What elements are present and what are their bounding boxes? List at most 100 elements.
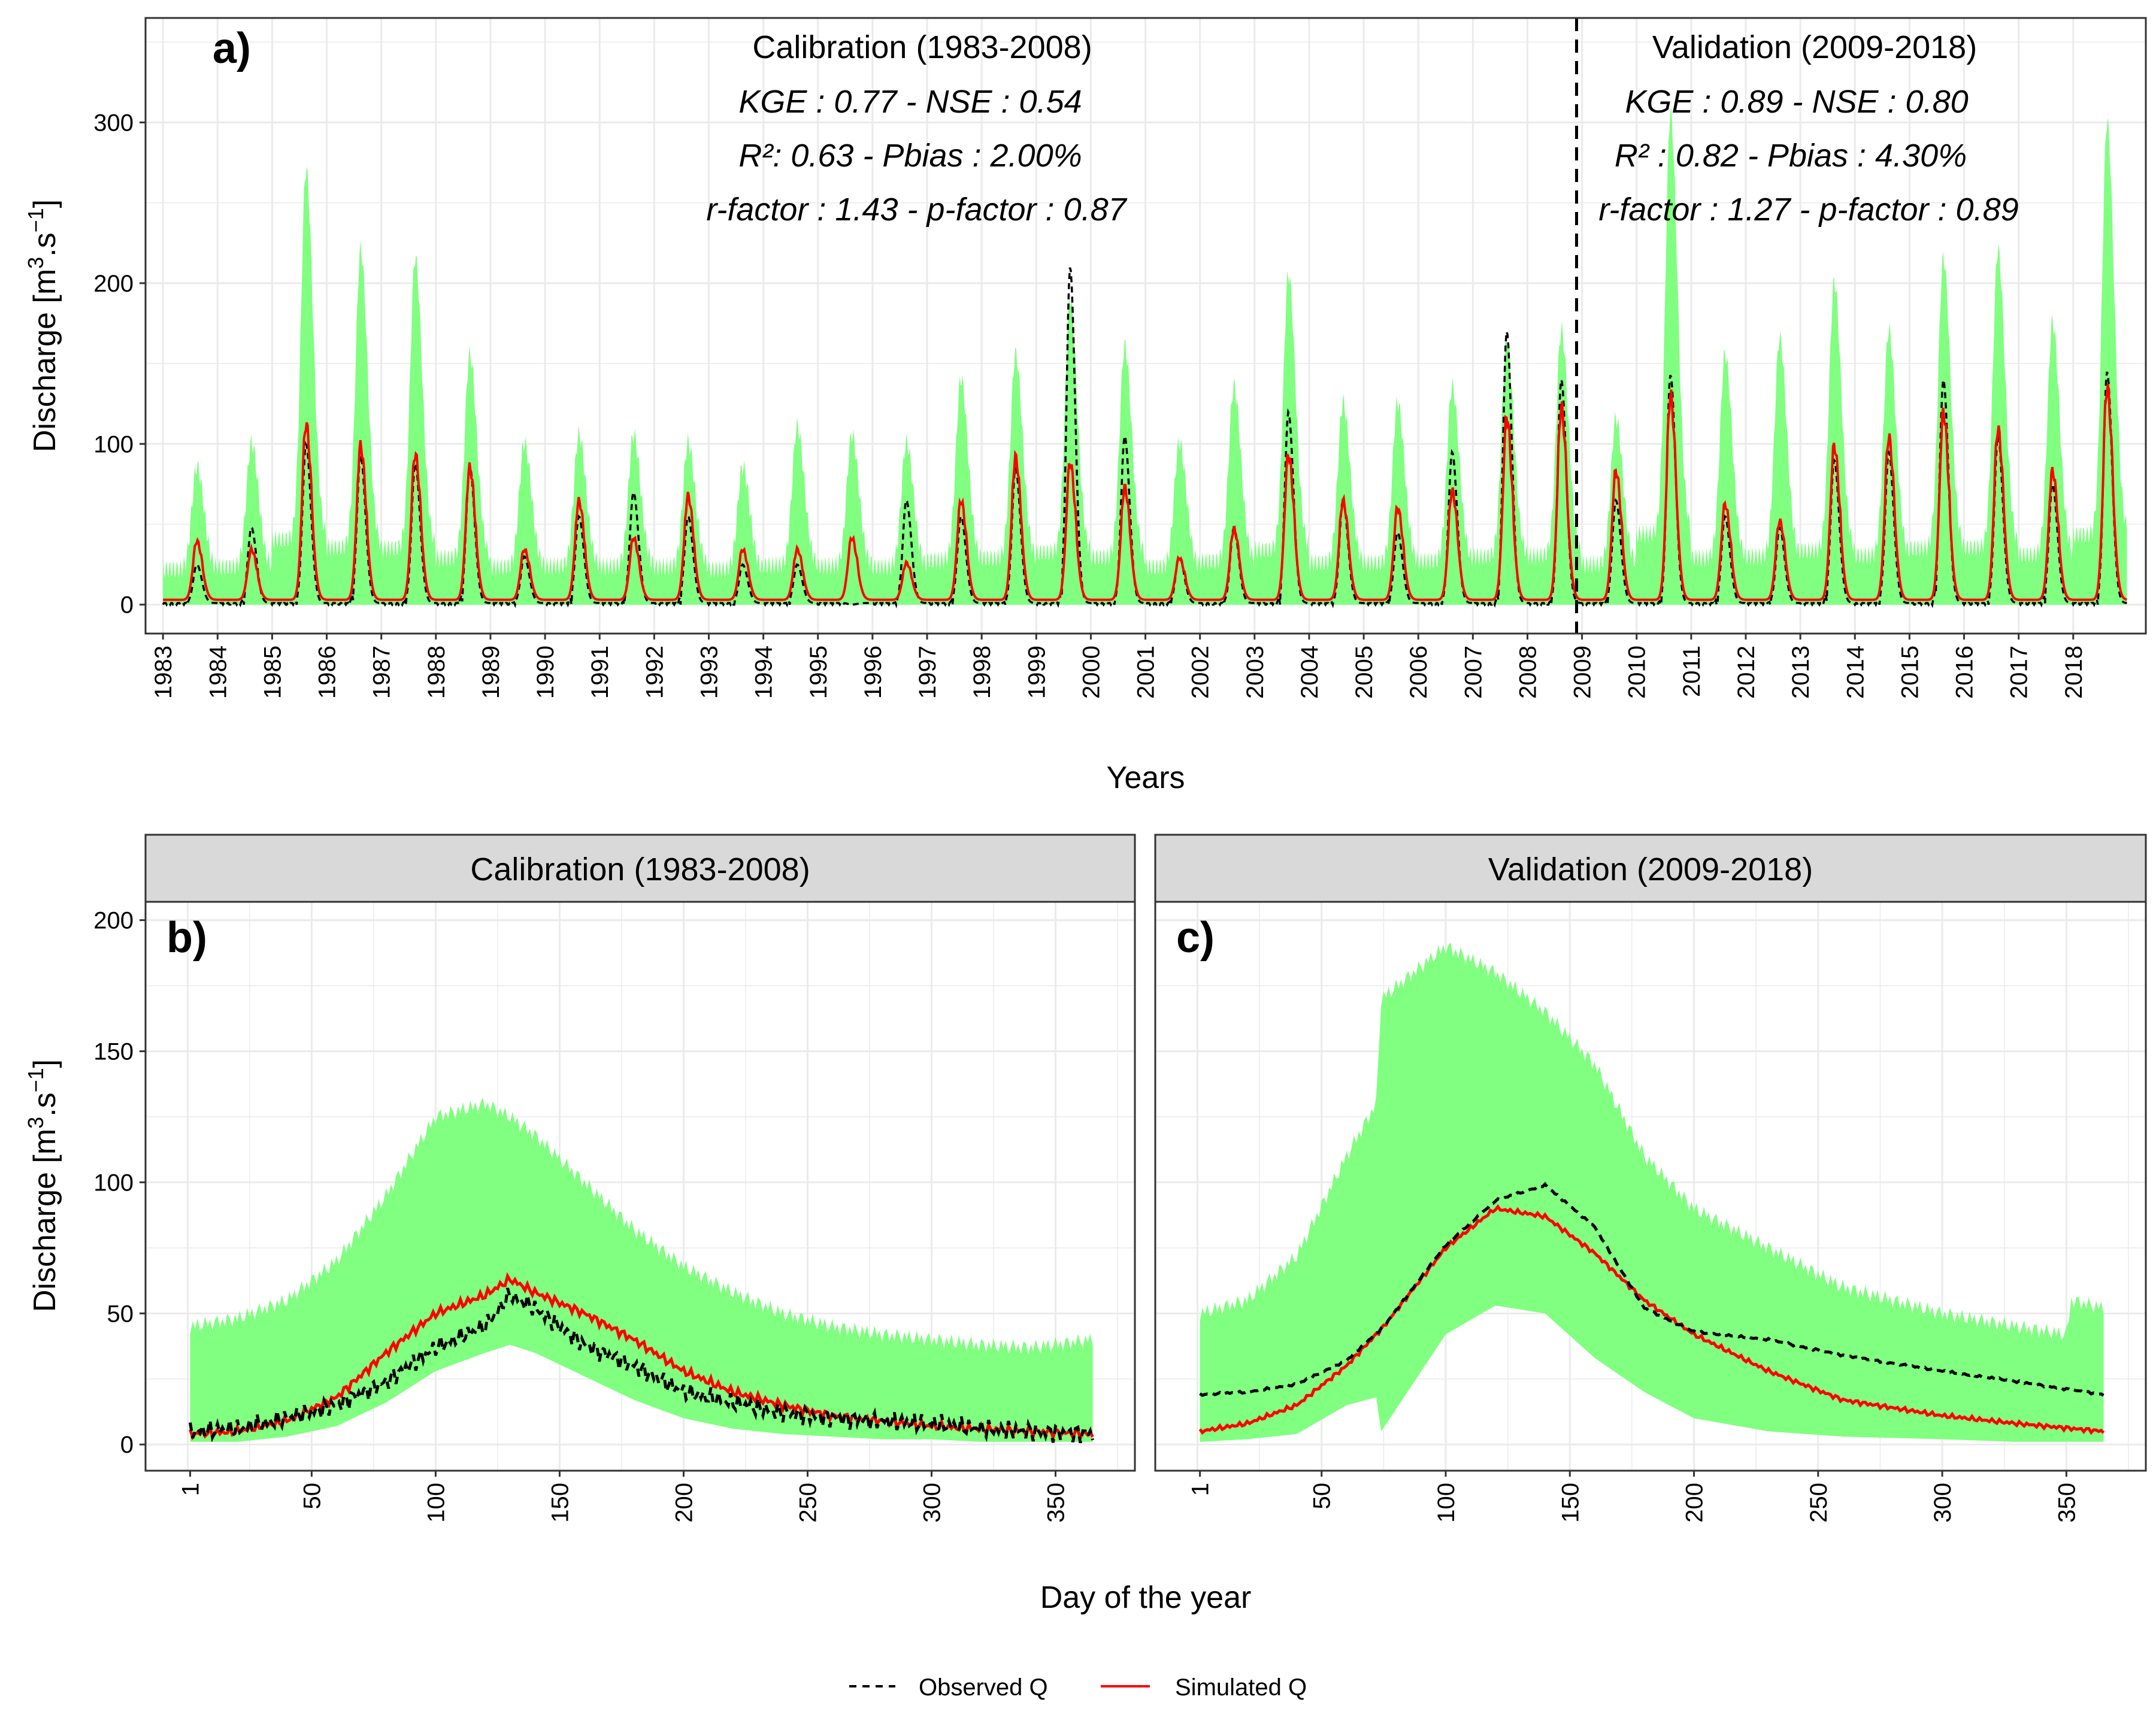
x-tick-label: 2004 [1297,646,1323,699]
panel-c-observed-line [1199,1181,2104,1398]
x-tick-label: 2006 [1406,646,1432,699]
legend-observed-label: Observed Q [919,1674,1048,1701]
panel-b-strip-title: Calibration (1983-2008) [470,852,810,887]
panel-b-x-ticks: 1 50 100 150 200 250 300 350 [178,1471,1070,1523]
x-tick-label: 2018 [2061,646,2087,699]
panel-a-observed-line [162,267,2127,609]
y-tick-label: 0 [120,1432,134,1458]
validation-stats-line1: KGE : 0.89 - NSE : 0.80 [1625,84,1968,120]
calibration-title: Calibration (1983-2008) [752,29,1092,65]
x-tick-label: 1983 [150,646,177,699]
x-tick-label: 100 [423,1483,449,1523]
x-tick-label: 2009 [1570,646,1596,699]
x-tick-label: 1990 [532,646,559,699]
x-tick-label: 1996 [860,646,886,699]
calibration-stats-line1: KGE : 0.77 - NSE : 0.54 [738,84,1082,120]
validation-title: Validation (2009-2018) [1652,29,1977,65]
x-tick-label: 350 [1043,1483,1070,1523]
y-tick-label: 50 [107,1301,134,1327]
x-tick-label: 2014 [1842,646,1869,699]
legend: Observed Q Simulated Q [849,1674,1307,1701]
x-tick-label: 1985 [259,646,286,699]
x-tick-label: 2013 [1788,646,1814,699]
x-tick-label: 1 [178,1483,204,1496]
panel-b-simulated-line [189,1272,1094,1443]
x-tick-label: 300 [919,1483,945,1523]
x-tick-label: 250 [1806,1483,1832,1523]
panel-b-border [144,901,1136,1472]
panel-bc-y-axis-label: Discharge [m3.s−1] [23,1059,62,1312]
x-tick-label: 2002 [1188,646,1214,699]
panel-a-x-axis-label: Years [1106,761,1185,795]
x-tick-label: 2001 [1133,646,1159,699]
panel-a-x-ticks: 1983 1984 1985 1986 1987 1988 1989 1990 1991 1992… [150,634,2087,699]
x-tick-label: 2003 [1242,646,1268,699]
x-tick-label: 1989 [478,646,504,699]
panel-a-uncertainty-band [163,105,2127,605]
x-tick-label: 1988 [423,646,450,699]
x-tick-label: 50 [1309,1483,1336,1510]
x-tick-label: 250 [795,1483,821,1523]
x-tick-label: 50 [299,1483,325,1510]
x-tick-label: 1 [1188,1483,1214,1496]
panel-bc-x-axis-label: Day of the year [1040,1580,1252,1615]
x-tick-label: 200 [1682,1483,1708,1523]
panel-c: Validation (2009-2018) 1 50 100 150 200 250 30… [1154,834,2147,1523]
x-tick-label: 2012 [1733,646,1760,699]
panel-c-uncertainty-band [1200,943,2104,1442]
x-tick-label: 1997 [915,646,941,699]
x-tick-label: 1998 [969,646,995,699]
x-tick-label: 2016 [1952,646,1978,699]
y-tick-label: 200 [93,271,134,297]
x-tick-label: 2000 [1078,646,1104,699]
panel-b-observed-line [189,1287,1095,1444]
x-tick-label: 1993 [696,646,722,699]
panel-c-x-ticks: 1 50 100 150 200 250 300 350 [1188,1471,2080,1523]
panel-c-border [1154,901,2147,1472]
y-tick-label: 150 [93,1039,134,1065]
x-tick-label: 2015 [1897,646,1923,699]
y-tick-label: 100 [93,1169,134,1196]
panel-a-simulated-line [163,384,2127,601]
x-tick-label: 350 [2054,1483,2080,1523]
panel-b-label: b) [166,914,207,962]
x-tick-label: 2010 [1624,646,1651,699]
x-tick-label: 2005 [1351,646,1377,699]
x-tick-label: 1987 [369,646,395,699]
x-tick-label: 1999 [1024,646,1050,699]
y-tick-label: 200 [93,908,134,934]
x-tick-label: 2017 [2006,646,2033,699]
x-tick-label: 2007 [1460,646,1486,699]
panel-b-y-ticks: 0 50 100 150 200 [93,908,146,1458]
legend-simulated-label: Simulated Q [1175,1674,1307,1701]
x-tick-label: 1986 [314,646,341,699]
panel-c-strip [1154,834,2147,903]
y-tick-label: 300 [93,110,134,136]
x-tick-label: 200 [671,1483,697,1523]
x-tick-label: 1994 [751,646,777,699]
x-tick-label: 1991 [587,646,613,699]
x-tick-label: 300 [1930,1483,1956,1523]
calibration-stats-line2: R²: 0.63 - Pbias : 2.00% [738,138,1082,174]
panel-a-y-axis-label: Discharge [m3.s−1] [23,199,62,452]
y-tick-label: 0 [120,592,134,619]
panel-c-simulated-line [1198,1204,2105,1435]
x-tick-label: 100 [1433,1483,1459,1523]
validation-stats-line2: R² : 0.82 - Pbias : 4.30% [1615,138,1967,174]
panel-a-label: a) [213,25,251,72]
x-tick-label: 2011 [1679,646,1705,697]
x-tick-label: 1995 [806,646,832,699]
calibration-stats-line3: r-factor : 1.43 - p-factor : 0.87 [706,192,1127,228]
x-tick-label: 150 [547,1483,573,1523]
panel-a-y-ticks: 0 100 200 300 [93,110,146,619]
y-tick-label: 100 [93,431,134,457]
panel-c-strip-title: Validation (2009-2018) [1488,852,1813,887]
x-tick-label: 1984 [205,646,231,699]
x-tick-label: 1992 [641,646,668,699]
panel-b-uncertainty-band [190,1097,1093,1442]
validation-stats-line3: r-factor : 1.27 - p-factor : 0.89 [1598,192,2018,228]
panel-c-label: c) [1176,914,1215,962]
